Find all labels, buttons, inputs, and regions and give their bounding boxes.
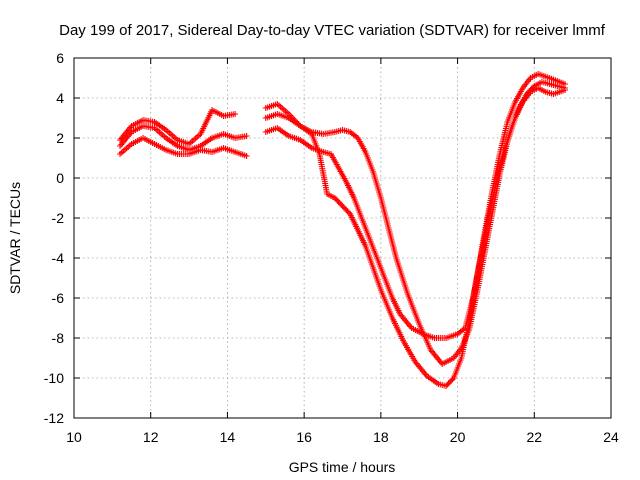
data-point-marker (340, 204, 347, 211)
data-point-marker (443, 383, 450, 389)
series-track-4 (262, 79, 568, 341)
data-point-marker (243, 133, 250, 139)
series-track-3 (117, 107, 239, 147)
data-point-marker (345, 209, 352, 216)
y-tick-label: -10 (44, 370, 64, 386)
series-track-2 (117, 123, 250, 153)
data-point-marker (561, 87, 568, 93)
data-point-marker (344, 208, 351, 215)
data-point-marker (335, 199, 342, 205)
grid-layer (74, 58, 611, 418)
data-point-marker (334, 197, 341, 204)
y-tick-label: -4 (52, 250, 65, 266)
x-tick-label: 20 (450, 429, 466, 445)
data-point-marker (342, 205, 349, 212)
x-tick-label: 14 (220, 429, 236, 445)
data-point-marker (561, 81, 568, 87)
data-point-marker (343, 207, 350, 213)
x-tick-label: 22 (526, 429, 542, 445)
x-tick-label: 12 (143, 429, 159, 445)
data-point-marker (243, 153, 250, 159)
data-point-marker (338, 201, 345, 208)
data-point-marker (445, 380, 452, 387)
x-tick-label: 10 (66, 429, 82, 445)
marks-layer (117, 71, 568, 389)
series-track-6 (262, 71, 568, 389)
y-tick-label: -12 (44, 410, 64, 426)
data-point-marker (333, 196, 340, 203)
y-tick-label: -6 (52, 290, 65, 306)
y-tick-label: 2 (56, 130, 64, 146)
data-point-marker (446, 379, 453, 385)
x-tick-label: 24 (603, 429, 619, 445)
y-tick-label: 4 (56, 90, 64, 106)
chart-title: Day 199 of 2017, Sidereal Day-to-day VTE… (59, 22, 606, 39)
y-tick-label: -8 (52, 330, 65, 346)
y-tick-label: -2 (52, 210, 65, 226)
series-track-5 (262, 85, 568, 367)
y-axis-label: SDTVAR / TECUs (7, 182, 23, 294)
y-tick-label: 6 (56, 50, 64, 66)
data-point-marker (530, 84, 537, 91)
x-tick-label: 18 (373, 429, 389, 445)
data-point-marker (331, 195, 338, 201)
data-point-marker (449, 376, 456, 383)
data-point-marker (339, 203, 346, 209)
data-point-marker (232, 111, 239, 117)
data-point-marker (448, 377, 455, 384)
data-point-marker (336, 200, 343, 207)
x-tick-label: 16 (296, 429, 312, 445)
x-axis-label: GPS time / hours (289, 459, 396, 475)
data-point-marker (444, 381, 451, 388)
y-tick-label: 0 (56, 170, 64, 186)
plot-frame (73, 57, 612, 419)
